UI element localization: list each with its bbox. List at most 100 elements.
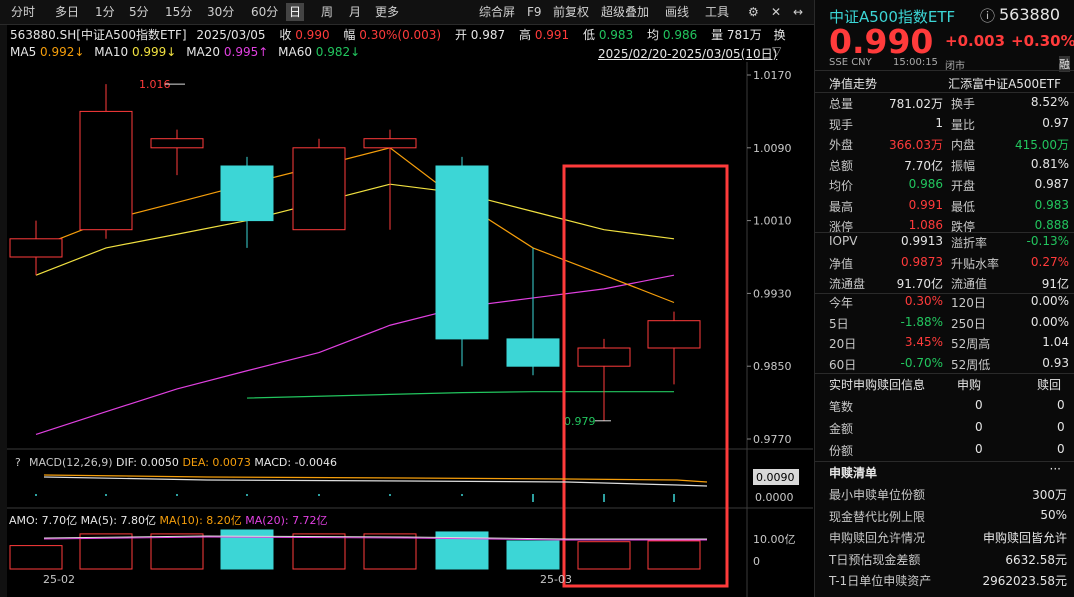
code-name: 563880.SH[中证A500指数ETF]	[10, 28, 187, 42]
exchange-currency: SSE CNY	[829, 57, 872, 68]
ma5-line	[35, 147, 675, 304]
amo-ma5-line	[43, 535, 707, 540]
stat-value-a: 1.086	[908, 218, 943, 232]
redeem-row-value: 300万	[1032, 488, 1067, 502]
tool-button-1[interactable]: 综合屏	[479, 5, 516, 19]
perf-label-b: 250日	[951, 316, 986, 331]
amo-bar[interactable]	[150, 533, 204, 570]
iopv-label-a: 净值	[829, 256, 854, 271]
period-toolbar: 分时 多日 1分 5分 15分 30分 60分日 周 月更多 综合屏 F9 前复权 超级叠加 画线 工具 ⚙ ✕…	[0, 0, 814, 25]
perf-value-b: 1.04	[1042, 335, 1069, 349]
realtime-col-redeem: 赎回	[1037, 378, 1062, 392]
macd-help-icon[interactable]: ?	[15, 456, 21, 469]
perf-label-b: 52周低	[951, 357, 991, 372]
candle-body[interactable]	[647, 320, 701, 349]
stat-label-b: 最低	[951, 199, 976, 214]
amo-bar[interactable]	[79, 533, 133, 570]
iopv-value-a: 0.9913	[901, 234, 943, 248]
candle-body[interactable]	[363, 138, 417, 149]
date-range[interactable]: 2025/02/20-2025/03/05(10日)	[598, 47, 778, 61]
stat-value-b: 0.97	[1042, 115, 1069, 130]
redeem-list-title: 申赎清单	[829, 466, 878, 480]
amo-bar[interactable]	[292, 533, 346, 570]
tool-button-4[interactable]: 超级叠加	[601, 5, 650, 19]
macd-dea-line	[43, 474, 708, 483]
close-label: 收	[279, 28, 292, 42]
amo-bar[interactable]	[363, 533, 417, 570]
candle-body[interactable]	[9, 238, 63, 258]
period-6[interactable]: 30分	[207, 5, 235, 19]
sep-4	[815, 293, 1074, 294]
collapse-triangle-icon[interactable]: ▽	[772, 44, 782, 58]
high-annotation: 1.016	[139, 78, 171, 91]
redeem-row-value: 申购赎回皆允许	[982, 531, 1067, 545]
stat-value-a: 0.991	[908, 197, 943, 212]
stat-value-b: 8.52%	[1030, 95, 1069, 109]
candle-body[interactable]	[150, 138, 204, 149]
period-9[interactable]: 周	[321, 5, 334, 19]
info-icon[interactable]: ⓘ	[980, 7, 996, 25]
tool-button-5[interactable]: 画线	[665, 5, 690, 19]
redeem-row-value: 50%	[1040, 507, 1067, 522]
stat-label-a: 总量	[829, 97, 854, 111]
iopv-label-b: 流通值	[951, 277, 988, 291]
macd-dif-line	[43, 476, 708, 487]
stat-value-b: 0.888	[1034, 218, 1069, 232]
amo-bar[interactable]	[577, 541, 631, 570]
stat-label-a: 涨停	[829, 220, 854, 234]
sep-1	[815, 70, 1074, 71]
period-5[interactable]: 15分	[165, 5, 193, 19]
redeem-list-more-icon[interactable]: ···	[1049, 462, 1061, 476]
period-8[interactable]: 日	[286, 3, 305, 21]
period-1[interactable]: 分时	[11, 5, 36, 19]
perf-label-b: 52周高	[951, 337, 991, 351]
redeem-row-label: T-1日单位申赎资产	[829, 574, 932, 588]
vol-value: 781万	[726, 28, 762, 42]
high-value: 0.991	[534, 28, 570, 42]
nav-trend-link[interactable]: 净值走势	[829, 77, 878, 91]
realtime-col-subscribe: 申购	[957, 378, 982, 392]
macd-label: MACD(12,26,9) DIF: 0.0050 DEA: 0.0073 MA…	[29, 456, 337, 469]
kline-chart[interactable]: 1.0170 1.0090 1.0010 0.9930 0.9850 0.9770 1.01…	[7, 62, 813, 597]
quote-bar: 563880.SH[中证A500指数ETF] 2025/03/05 收 0.99…	[10, 26, 786, 43]
avg-value: 0.986	[662, 28, 698, 42]
expand-icon[interactable]: ↔	[793, 5, 804, 19]
tool-button-6[interactable]: 工具	[705, 5, 730, 19]
macd-current-badge	[753, 469, 799, 485]
period-2[interactable]: 多日	[55, 5, 80, 19]
realtime-row-label: 份额	[829, 444, 854, 458]
period-7[interactable]: 60分	[251, 5, 279, 19]
period-11[interactable]: 更多	[375, 5, 400, 19]
settings-icon[interactable]: ⚙	[748, 5, 759, 19]
perf-label-a: 今年	[829, 296, 854, 310]
stat-label-a: 均价	[829, 179, 854, 193]
candle-body[interactable]	[577, 347, 631, 367]
amo-bar[interactable]	[647, 540, 701, 570]
amo-bar[interactable]	[506, 540, 560, 570]
amo-bar[interactable]	[9, 545, 63, 570]
candle-body[interactable]	[220, 165, 274, 222]
perf-label-b: 120日	[951, 296, 986, 310]
ma5-value: 0.992↓	[40, 45, 85, 59]
iopv-value-b: -0.13%	[1026, 234, 1069, 248]
quote-time: 15:00:15	[893, 57, 938, 68]
iopv-label-a: 流通盘	[829, 277, 866, 291]
candle-body[interactable]	[79, 110, 133, 231]
close-icon[interactable]: ✕	[771, 5, 782, 19]
fund-company: 汇添富中证A500ETF	[948, 77, 1061, 91]
tool-button-3[interactable]: 前复权	[553, 5, 590, 19]
tool-button-2[interactable]: F9	[527, 5, 542, 19]
redeem-row-label: 现金替代比例上限	[829, 509, 926, 524]
period-10[interactable]: 月	[349, 5, 362, 19]
price-tick-label: 0.9930	[753, 287, 792, 300]
open-label: 开	[454, 28, 467, 42]
period-3[interactable]: 1分	[95, 5, 115, 19]
change-pct: 0.30%	[359, 28, 398, 42]
candle-body[interactable]	[506, 338, 560, 367]
change-abs: (0.003)	[397, 28, 442, 42]
period-4[interactable]: 5分	[129, 5, 149, 19]
candle-body[interactable]	[292, 147, 346, 231]
ma-bar: MA5 0.992↓ MA10 0.999↓ MA20 0.995↑ MA60 …	[10, 45, 360, 59]
candle-body[interactable]	[435, 165, 489, 340]
ma20-value: 0.995↑	[223, 45, 269, 59]
